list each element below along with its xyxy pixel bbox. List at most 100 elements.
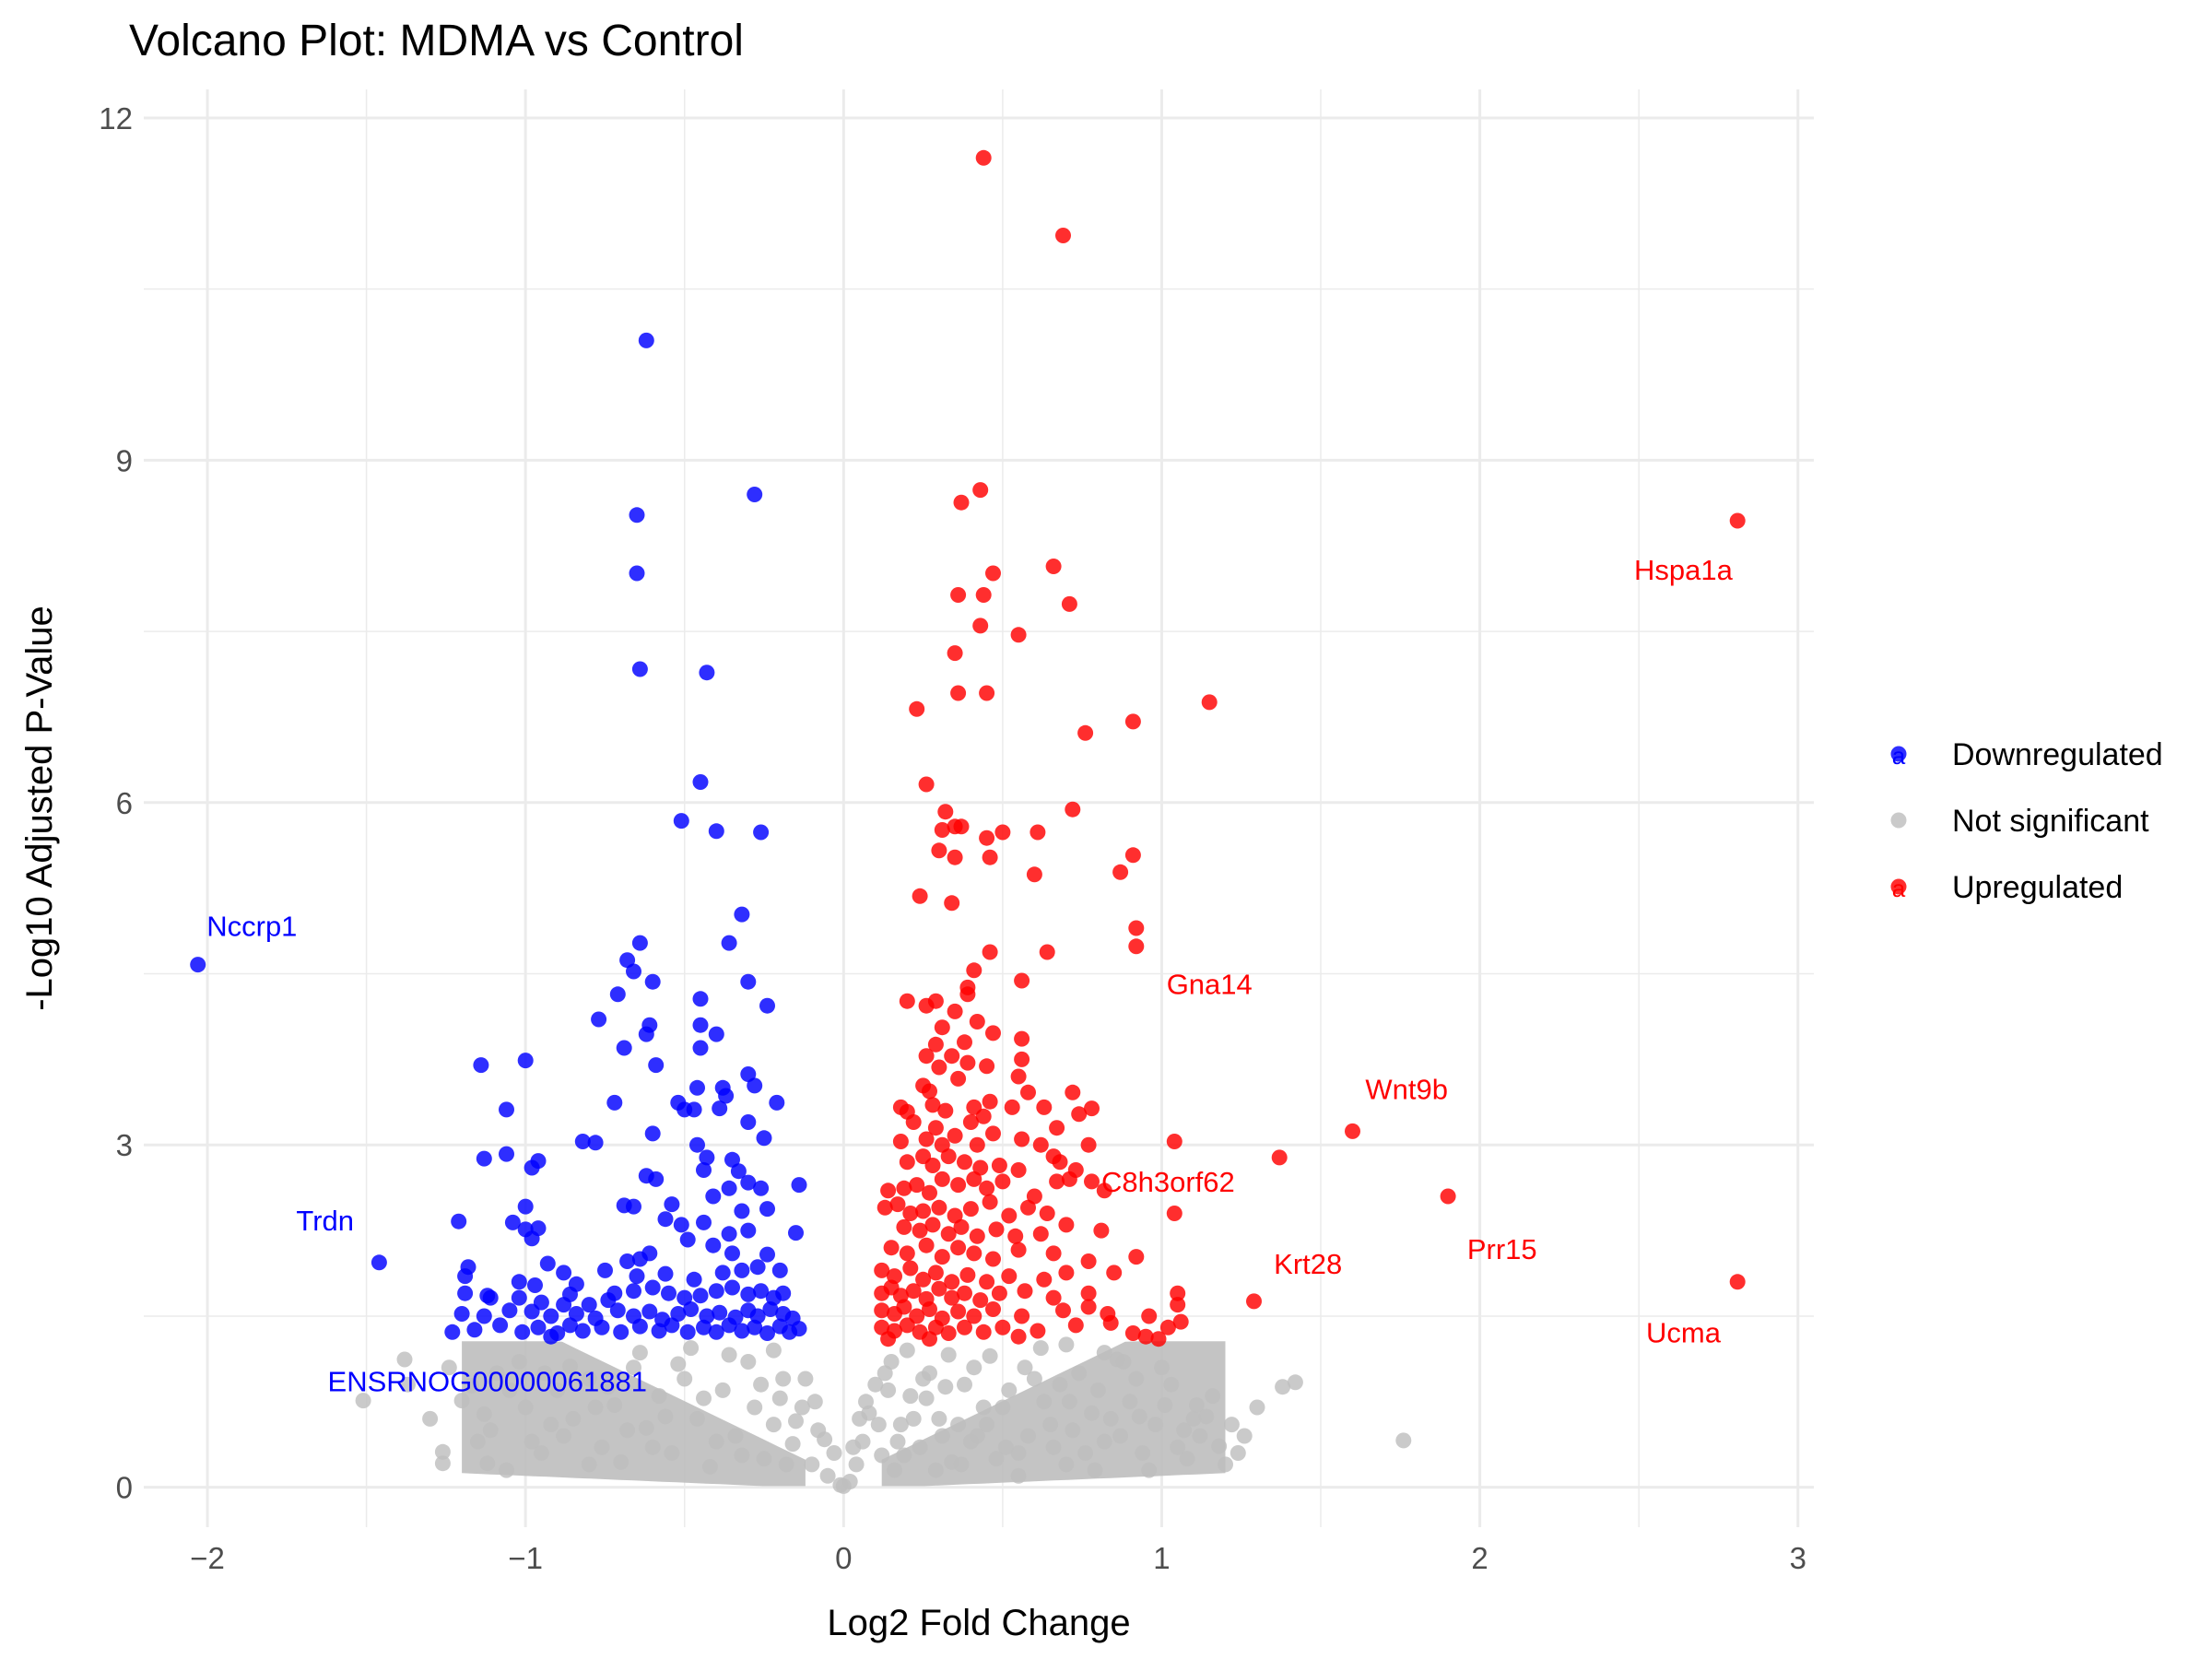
x-tick-label: 3 — [1790, 1541, 1806, 1575]
data-point — [499, 1146, 514, 1162]
data-point — [924, 1158, 941, 1173]
data-point — [1014, 1308, 1030, 1324]
data-point — [944, 1048, 960, 1065]
data-point — [734, 1323, 750, 1339]
data-point — [918, 776, 935, 793]
data-point — [699, 665, 715, 681]
data-point — [708, 1026, 724, 1042]
data-point — [724, 1279, 740, 1296]
data-point — [1014, 1030, 1030, 1047]
data-point — [940, 1347, 957, 1363]
data-point — [899, 1245, 915, 1262]
data-point — [950, 685, 967, 701]
data-point — [979, 830, 995, 846]
data-point — [434, 1443, 451, 1460]
data-point — [664, 1196, 680, 1213]
data-point — [1026, 1371, 1042, 1387]
data-point — [966, 1308, 982, 1324]
data-point — [957, 1034, 972, 1051]
data-point — [692, 991, 709, 1007]
data-point — [1036, 1099, 1053, 1115]
data-point — [982, 1347, 998, 1364]
data-point — [874, 1302, 890, 1319]
data-point — [190, 957, 206, 973]
data-point — [927, 1265, 944, 1281]
data-point — [1249, 1399, 1265, 1416]
data-point — [858, 1394, 874, 1410]
data-point — [937, 1379, 954, 1395]
data-point — [771, 1262, 788, 1278]
data-point — [867, 1376, 884, 1393]
data-point — [1055, 228, 1071, 243]
x-tick-label: 0 — [835, 1541, 852, 1575]
data-point — [1010, 627, 1027, 643]
data-point — [629, 565, 645, 582]
data-point — [527, 1277, 543, 1293]
data-point — [721, 1180, 737, 1196]
data-point — [950, 1177, 967, 1194]
y-tick-label: 9 — [116, 443, 133, 477]
data-point — [1065, 1084, 1081, 1100]
data-point — [1045, 1245, 1062, 1262]
data-point — [499, 1101, 514, 1118]
data-point — [1128, 938, 1145, 955]
data-point — [594, 1319, 610, 1335]
gene-label: C8h3orf62 — [1101, 1166, 1235, 1198]
data-point — [517, 1198, 534, 1215]
data-point — [794, 1399, 810, 1416]
y-tick-label: 3 — [116, 1128, 133, 1162]
data-point — [1077, 724, 1094, 741]
data-point — [626, 1198, 641, 1215]
data-point — [819, 1467, 836, 1484]
data-point — [619, 1253, 636, 1269]
data-point — [924, 1097, 941, 1113]
data-point — [689, 1136, 705, 1153]
data-point — [896, 1180, 912, 1196]
data-point — [975, 149, 992, 166]
data-point — [759, 1246, 775, 1263]
data-point — [950, 1240, 967, 1256]
data-point — [1020, 1084, 1036, 1100]
data-point — [524, 1230, 540, 1247]
gene-label: Hspa1a — [1634, 554, 1734, 586]
legend-label: Upregulated — [1952, 870, 2123, 905]
data-point — [1084, 1173, 1100, 1190]
data-point — [1052, 1154, 1068, 1171]
data-point — [714, 1265, 731, 1281]
data-point — [877, 1365, 893, 1382]
data-point — [1236, 1428, 1253, 1444]
data-point — [631, 935, 648, 951]
data-point — [568, 1306, 584, 1322]
data-point — [775, 1285, 792, 1301]
data-point — [922, 1301, 937, 1317]
data-point — [753, 1180, 770, 1196]
data-point — [597, 1262, 613, 1278]
data-point — [696, 1390, 712, 1406]
data-point — [724, 1151, 740, 1168]
data-point — [979, 685, 995, 701]
data-point — [721, 1347, 737, 1363]
data-point — [631, 1345, 648, 1361]
data-point — [975, 1108, 992, 1124]
data-point — [734, 1203, 750, 1219]
legend-key — [1890, 812, 1907, 829]
data-point — [657, 1211, 674, 1228]
data-point — [686, 1101, 702, 1118]
data-point — [543, 1328, 559, 1345]
data-point — [892, 1417, 909, 1433]
data-point — [922, 1331, 937, 1347]
data-point — [905, 1410, 922, 1427]
data-point — [957, 1376, 972, 1393]
data-point — [905, 1114, 922, 1130]
data-point — [934, 1249, 950, 1265]
data-point — [434, 1455, 451, 1472]
data-point — [1007, 1228, 1024, 1244]
data-point — [1017, 1283, 1033, 1300]
data-point — [1201, 694, 1218, 711]
data-point — [648, 1171, 665, 1187]
data-point — [638, 1026, 654, 1042]
data-point — [775, 1371, 792, 1387]
data-point — [712, 1100, 728, 1117]
data-point — [740, 1354, 757, 1370]
